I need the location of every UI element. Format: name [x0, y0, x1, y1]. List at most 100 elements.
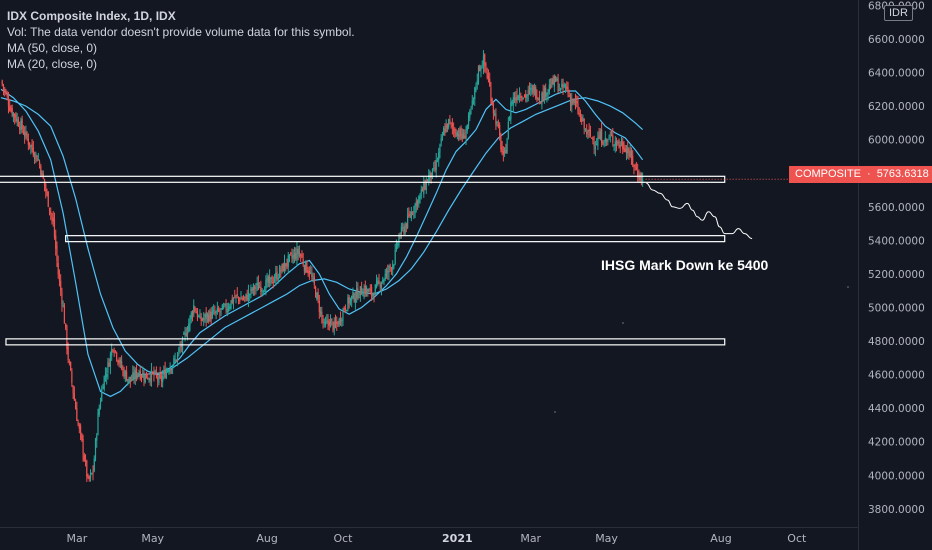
- candle-body: [291, 255, 293, 258]
- price-tick-label: 4800.0000: [868, 336, 925, 348]
- candle-body: [444, 129, 446, 134]
- candle-body: [67, 346, 69, 361]
- candle-body: [634, 164, 636, 167]
- legend-ma20[interactable]: MA (20, close, 0): [7, 57, 98, 71]
- candle-body: [375, 281, 378, 286]
- support-level-box[interactable]: [5, 338, 726, 346]
- candle-body: [106, 373, 108, 378]
- candle-body: [612, 135, 614, 143]
- candle-body: [256, 282, 258, 286]
- candle-body: [420, 189, 422, 194]
- candle-body: [448, 119, 450, 128]
- candle-body: [380, 283, 383, 289]
- candle-body: [550, 85, 552, 89]
- currency-badge[interactable]: IDR: [884, 5, 913, 21]
- candle-body: [500, 134, 502, 150]
- candle-body: [464, 135, 466, 139]
- candle-body: [73, 393, 75, 401]
- candle-body: [563, 84, 565, 87]
- candle-body: [364, 285, 366, 294]
- candle-body: [247, 291, 250, 301]
- candle-body: [219, 311, 221, 313]
- candle-body: [4, 89, 6, 91]
- candle-body: [232, 299, 235, 302]
- candle-body: [574, 99, 577, 103]
- candle-body: [145, 371, 148, 379]
- price-badge-label: COMPOSITE: [795, 168, 862, 180]
- candle-body: [389, 266, 391, 268]
- candle-body: [125, 371, 128, 381]
- legend-ma50[interactable]: MA (50, close, 0): [7, 41, 98, 55]
- candle-body: [568, 95, 570, 97]
- candle-body: [465, 131, 467, 139]
- candle-body: [255, 287, 257, 289]
- chart-annotation[interactable]: IHSG Mark Down ke 5400: [601, 257, 769, 273]
- candle-body: [390, 268, 393, 270]
- candle-body: [477, 65, 480, 82]
- candle-body: [285, 263, 287, 267]
- candle-body: [57, 262, 59, 275]
- candle-body: [453, 129, 455, 131]
- candle-body: [155, 372, 158, 376]
- candle-body: [566, 86, 568, 89]
- candle-body: [505, 150, 507, 154]
- candle-body: [487, 75, 490, 80]
- legend-symbol[interactable]: IDX Composite Index, 1D, IDX: [7, 9, 176, 23]
- price-tick-label: 4200.0000: [868, 437, 925, 449]
- candle-body: [462, 133, 465, 139]
- candle-body: [272, 282, 274, 284]
- candle-body: [370, 286, 373, 296]
- candle-body: [522, 97, 524, 99]
- candle-body: [608, 137, 610, 139]
- candle-body: [517, 95, 519, 100]
- candle-body: [68, 361, 70, 363]
- candle-body: [564, 84, 567, 88]
- candle-body: [53, 219, 56, 237]
- price-axis[interactable]: 6800.00006600.00006400.00006200.00006000…: [868, 0, 925, 516]
- legend-volume: Vol: The data vendor doesn't provide vol…: [7, 25, 355, 39]
- candle-body: [224, 303, 226, 306]
- candle-body: [89, 473, 92, 478]
- candle-body: [327, 320, 329, 324]
- candle-body: [281, 264, 283, 270]
- candle-body: [240, 298, 242, 300]
- candle-body: [12, 113, 15, 117]
- candle-body: [445, 125, 447, 132]
- candle-body: [407, 215, 409, 228]
- candle-body: [434, 167, 436, 169]
- candle-body: [127, 379, 129, 383]
- candle-body: [14, 113, 16, 118]
- candle-body: [409, 215, 411, 217]
- candle-body: [264, 291, 266, 293]
- candle-body: [438, 152, 440, 161]
- candle-body: [638, 175, 640, 180]
- candle-body: [516, 95, 518, 100]
- candle-body: [416, 200, 419, 206]
- candle-body: [216, 307, 218, 312]
- candle-body: [531, 87, 533, 91]
- candle-body: [147, 378, 149, 380]
- candle-body: [276, 271, 278, 280]
- time-tick-label: Oct: [333, 532, 353, 545]
- candle-body: [535, 87, 537, 98]
- support-levels-layer[interactable]: [0, 175, 726, 346]
- candle-body: [86, 460, 88, 477]
- candle-body: [55, 235, 57, 249]
- support-level-box[interactable]: [0, 175, 726, 183]
- candle-body: [499, 125, 501, 136]
- candle-body: [537, 97, 539, 100]
- candle-body: [58, 275, 61, 281]
- candle-body: [374, 284, 376, 295]
- projection-path[interactable]: [646, 182, 753, 240]
- candle-body: [204, 314, 206, 318]
- time-tick-label: May: [595, 532, 618, 545]
- candle-body: [250, 287, 252, 293]
- time-axis[interactable]: Mar May Aug Oct 2021 Mar May Aug Oct: [66, 532, 807, 545]
- candle-body: [404, 225, 406, 234]
- candle-body: [382, 279, 384, 283]
- candle-body: [193, 305, 195, 315]
- support-level-box[interactable]: [65, 235, 726, 243]
- plot-background: [0, 0, 858, 527]
- plot-area[interactable]: [0, 0, 858, 527]
